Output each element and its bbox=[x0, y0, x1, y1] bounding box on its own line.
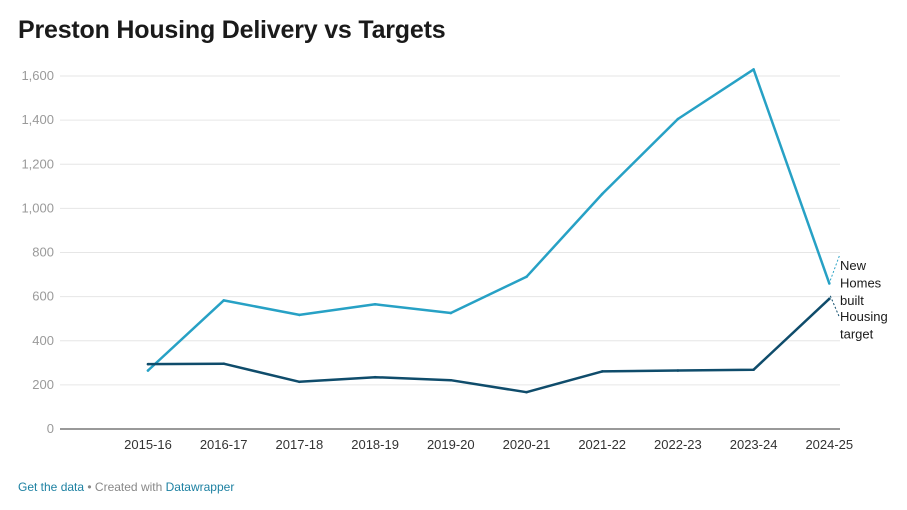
data-point bbox=[449, 378, 453, 382]
x-tick-label: 2023-24 bbox=[730, 437, 778, 452]
series-lines bbox=[146, 68, 831, 394]
data-point bbox=[373, 303, 377, 306]
data-point bbox=[449, 311, 453, 315]
datawrapper-link[interactable]: Datawrapper bbox=[165, 480, 235, 494]
data-point bbox=[146, 362, 150, 366]
data-point bbox=[600, 192, 604, 196]
series-label-line: target bbox=[840, 327, 874, 342]
y-tick-label: 200 bbox=[32, 377, 54, 392]
data-point bbox=[298, 380, 301, 384]
x-tick-label: 2016-17 bbox=[200, 437, 248, 452]
x-tick-label: 2015-16 bbox=[124, 437, 172, 452]
data-point bbox=[146, 369, 150, 372]
series-line-housing-target bbox=[146, 297, 831, 394]
x-tick-label: 2018-19 bbox=[351, 437, 399, 452]
data-point bbox=[828, 297, 831, 301]
data-point bbox=[373, 375, 377, 379]
data-point bbox=[525, 390, 528, 394]
data-point bbox=[828, 282, 831, 285]
data-point bbox=[676, 369, 680, 372]
y-tick-label: 400 bbox=[32, 333, 54, 348]
series-label-housing-target: Housing target bbox=[840, 309, 888, 342]
x-tick-label: 2020-21 bbox=[503, 437, 551, 452]
data-point bbox=[222, 299, 225, 302]
x-tick-label: 2019-20 bbox=[427, 437, 475, 452]
series-label-line: Housing bbox=[840, 309, 888, 324]
footer-credit-text: • Created with bbox=[84, 480, 166, 494]
line-chart: 0 200 400 600 800 1,000 1,200 1,400 1,600 2015-1… bbox=[21, 68, 888, 452]
y-tick-label: 1,400 bbox=[21, 112, 54, 127]
data-point bbox=[298, 313, 301, 317]
x-tick-label: 2022-23 bbox=[654, 437, 702, 452]
series-label-line: New bbox=[840, 258, 867, 273]
x-axis-ticks: 2015-16 2016-17 2017-18 2018-19 2019-20 2020-… bbox=[124, 437, 853, 452]
y-tick-label: 1,200 bbox=[21, 156, 54, 171]
data-point bbox=[600, 370, 604, 373]
data-point bbox=[752, 68, 755, 71]
x-tick-label: 2024-25 bbox=[805, 437, 853, 452]
data-point bbox=[676, 117, 680, 121]
footer: Get the data • Created with Datawrapper bbox=[18, 480, 234, 494]
y-tick-label: 1,000 bbox=[21, 200, 54, 215]
series-label-line: Homes bbox=[840, 276, 882, 291]
chart-title: Preston Housing Delivery vs Targets bbox=[18, 16, 446, 44]
series-line-new-homes-built bbox=[146, 68, 831, 372]
series-label-line: built bbox=[840, 293, 864, 308]
gridlines bbox=[60, 75, 840, 386]
get-the-data-link[interactable]: Get the data bbox=[18, 480, 85, 494]
data-point bbox=[222, 362, 225, 365]
data-point bbox=[752, 368, 755, 371]
series-label-leader bbox=[829, 255, 840, 281]
y-tick-label: 600 bbox=[32, 289, 54, 304]
data-point bbox=[525, 275, 528, 279]
x-tick-label: 2017-18 bbox=[276, 437, 324, 452]
series-label-leader bbox=[829, 295, 840, 318]
y-tick-label: 800 bbox=[32, 245, 54, 260]
series-label-new-homes-built: New Homes built bbox=[840, 258, 882, 308]
y-axis-ticks: 0 200 400 600 800 1,000 1,200 1,400 1,600 bbox=[21, 68, 54, 436]
y-tick-label: 0 bbox=[47, 421, 54, 436]
x-tick-label: 2021-22 bbox=[578, 437, 626, 452]
y-tick-label: 1,600 bbox=[21, 68, 54, 83]
